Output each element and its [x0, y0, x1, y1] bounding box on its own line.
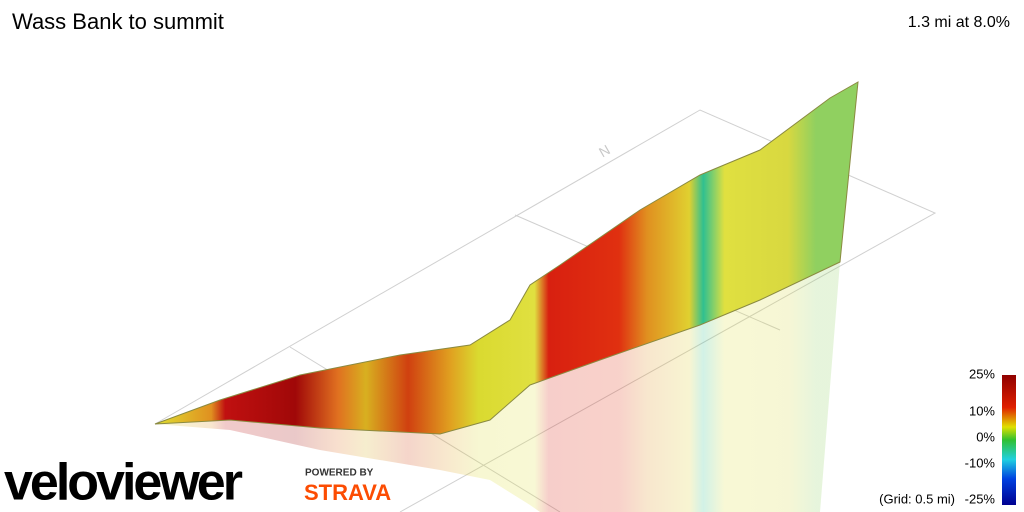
scale-label: -10% [965, 455, 996, 470]
grid-note: (Grid: 0.5 mi) [879, 491, 955, 506]
scale-label: 10% [969, 403, 995, 418]
title: Wass Bank to summit [12, 9, 224, 34]
stats: 1.3 mi at 8.0% [908, 14, 1010, 31]
strava: STRAVA [304, 480, 391, 505]
scale-label: 25% [969, 366, 995, 381]
compass: N [596, 141, 613, 160]
scale-label: -25% [965, 491, 996, 506]
logo: veloviewer [4, 454, 243, 512]
elevation-ribbon [154, 81, 859, 435]
gradient-scale [1002, 375, 1016, 505]
scale-labels: 25% 10% 0% -10% -25% (Grid: 0.5 mi) [879, 366, 995, 506]
reflection [155, 262, 840, 512]
scale-label: 0% [976, 429, 995, 444]
powered-by: POWERED BY [305, 468, 374, 479]
